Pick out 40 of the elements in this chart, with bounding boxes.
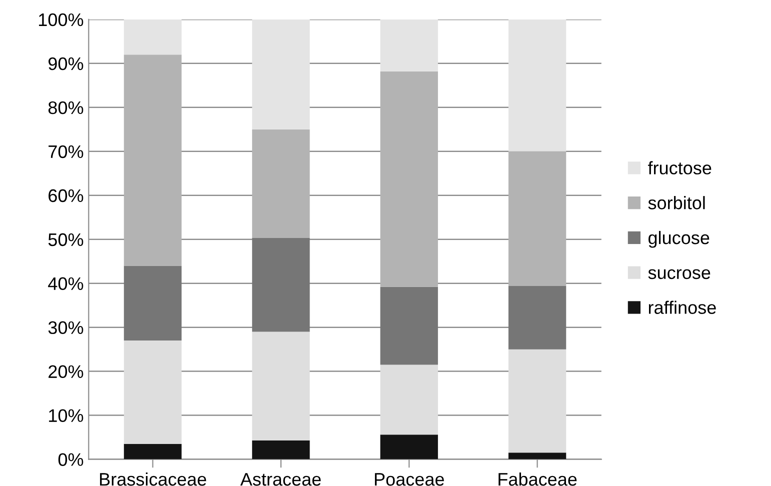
bar [380, 434, 438, 460]
bar [124, 19, 182, 55]
bar [124, 54, 182, 266]
x-tick-label: Poaceae [374, 473, 444, 486]
bar [124, 444, 182, 460]
bar [124, 266, 182, 341]
bar [252, 440, 310, 460]
y-tick-label: 90% [48, 57, 84, 70]
legend-label: raffinose [648, 300, 716, 314]
x-tick-label: Fabaceae [498, 472, 577, 486]
legend-label: sucrose [648, 269, 710, 280]
y-tick-label: 80% [48, 101, 84, 114]
bar [252, 19, 310, 130]
x-tick-label: Astraceae [240, 473, 321, 486]
x-tick-label: Brassicaceae [100, 472, 206, 486]
y-tick-label: 70% [48, 145, 84, 158]
y-tick-label: 30% [48, 321, 84, 334]
y-tick-label: 50% [48, 233, 84, 246]
bar [380, 19, 438, 72]
legend-label: glucose [648, 230, 710, 248]
bar [508, 19, 566, 152]
y-tick-label: 40% [48, 277, 84, 290]
y-tick-label: 0% [58, 453, 84, 466]
y-tick-label: 60% [48, 189, 84, 202]
bar [380, 71, 438, 287]
bar [508, 151, 566, 286]
bar [252, 332, 310, 440]
bar [252, 129, 310, 238]
bar [252, 238, 310, 332]
legend-label: fructose [648, 161, 712, 174]
y-tick-label: 100% [39, 13, 84, 26]
bar [380, 364, 438, 435]
bar [508, 349, 566, 453]
bar [508, 452, 566, 460]
legend-label: sorbitol [648, 196, 705, 210]
bar [380, 286, 438, 365]
bar [124, 340, 182, 444]
y-tick-label: 10% [49, 409, 84, 422]
bar [508, 286, 566, 350]
y-tick-label: 20% [48, 365, 84, 378]
